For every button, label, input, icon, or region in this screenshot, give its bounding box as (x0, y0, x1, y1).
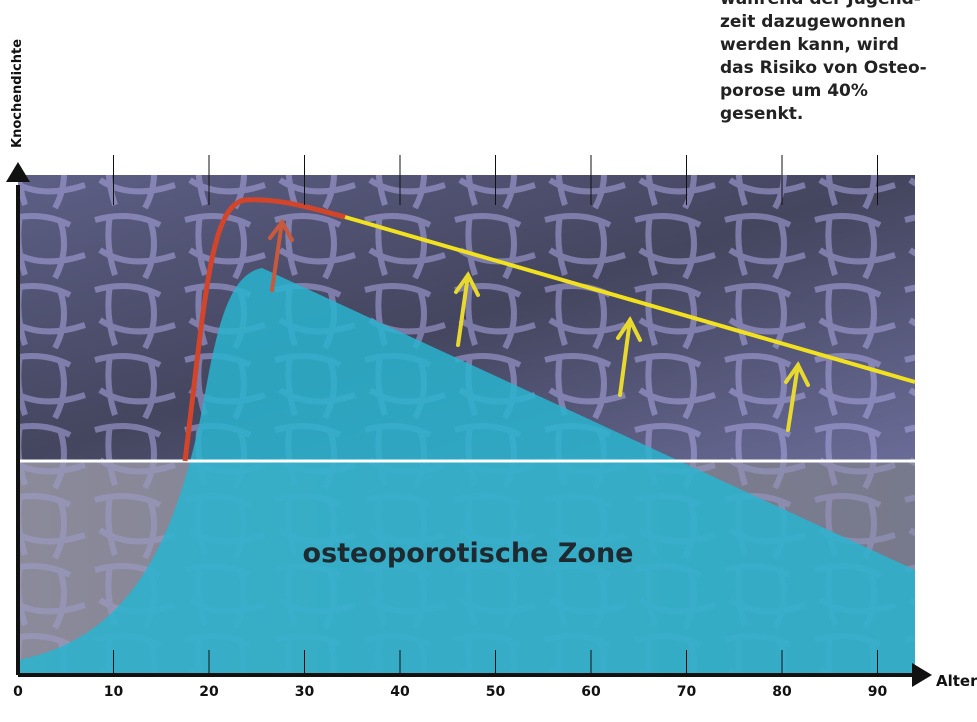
x-tick-label: 70 (677, 684, 697, 700)
page: {"annotation": ["während der Jugend-", "… (0, 0, 977, 722)
annotation-line: während der Jugend- (720, 0, 921, 9)
x-tick-label: 60 (581, 684, 601, 700)
x-tick-label: 80 (772, 684, 792, 700)
annotation-line: zeit dazugewonnen (720, 12, 906, 32)
x-axis-arrow (912, 663, 932, 687)
annotation-line: werden kann, wird (720, 35, 899, 55)
y-axis-label: Knochendichte (10, 39, 25, 148)
x-tick-label: 50 (486, 684, 506, 700)
annotation-line: das Risiko von Osteo- (720, 58, 927, 78)
zone-label: osteoporotische Zone (303, 538, 634, 569)
annotation-line: gesenkt. (720, 104, 803, 124)
x-axis-label: Alter (936, 672, 977, 690)
x-tick-label: 90 (868, 684, 888, 700)
x-tick-label: 10 (104, 684, 124, 700)
annotation-line: porose um 40% (720, 81, 868, 101)
figure: osteoporotische Zone Knochendichte Alter… (0, 0, 977, 722)
annotation: während der Jugend-zeit dazugewonnen werd… (720, 0, 927, 124)
x-tick-label: 40 (390, 684, 410, 700)
y-axis-arrow (6, 162, 30, 182)
x-tick-label: 20 (199, 684, 219, 700)
x-tick-label: 30 (295, 684, 315, 700)
x-tick-label: 0 (13, 684, 23, 700)
